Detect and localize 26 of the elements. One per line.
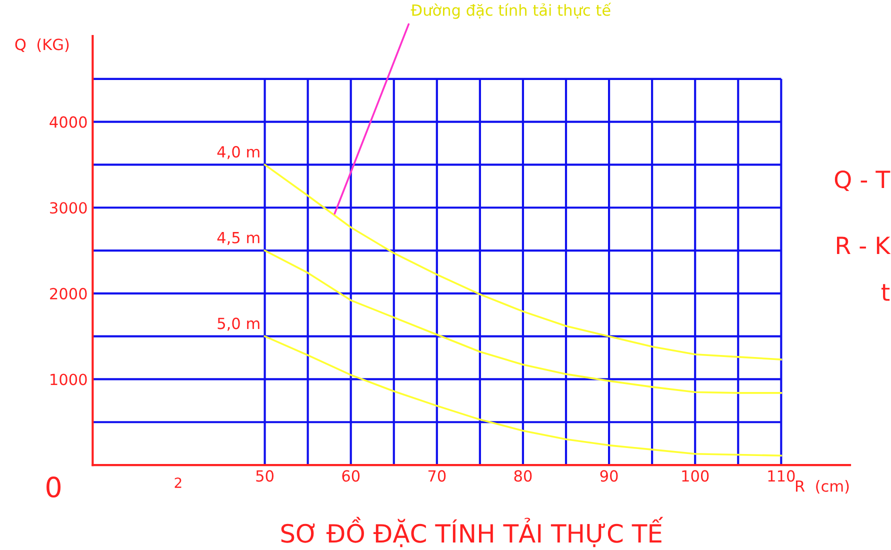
annotation: Đường đặc tính tải thực tế	[410, 2, 612, 19]
text: t	[881, 284, 890, 301]
line-series	[264, 335, 782, 456]
series-label: 4,0 m	[217, 146, 260, 160]
y-tick-label: 3000	[50, 202, 87, 214]
x-tick-label: 50	[256, 470, 274, 482]
x-tick-label: 80	[514, 470, 532, 482]
x-tick-label: 110	[768, 470, 795, 482]
x-tick-label: 70	[428, 470, 446, 482]
text: 2	[174, 478, 182, 488]
annotation: Q - T	[834, 170, 890, 192]
x-axis-title: R (cm)	[796, 480, 849, 494]
line-series	[264, 164, 782, 360]
text: 0	[46, 476, 61, 498]
series-label: 5,0 m	[218, 318, 260, 331]
x-tick-label: 60	[342, 470, 360, 482]
y-tick-label: 4000	[50, 116, 87, 128]
y-axis-title: Q (KG)	[15, 38, 69, 52]
annotation: R - K	[837, 236, 891, 254]
line-series	[264, 250, 782, 394]
x-tick-label: 100	[682, 470, 709, 482]
y-tick-label: 2000	[50, 288, 87, 300]
series-label: 4,5 m	[217, 232, 260, 245]
text: SƠ ĐỒ ĐẶC TÍNH TẢI THỰC TẾ	[281, 516, 664, 548]
y-tick-label: 1000	[50, 374, 87, 386]
x-tick-label: 90	[600, 470, 618, 482]
